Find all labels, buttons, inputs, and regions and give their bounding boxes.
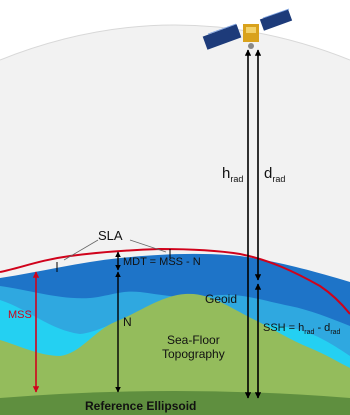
reference-ellipsoid-label: Reference Ellipsoid (85, 399, 196, 413)
orbit-arc-line (0, 24, 350, 61)
sla-leader-left (63, 239, 99, 261)
sea-floor-label-line1: Sea-Floor (167, 333, 220, 347)
reference-ellipsoid-band (0, 391, 350, 415)
d-rad-label: drad (264, 165, 285, 184)
sea-floor-topography (0, 293, 350, 415)
n-label: N (123, 315, 132, 329)
geoid-label: Geoid (205, 292, 237, 306)
h-rad-label: hrad (222, 165, 243, 184)
sla-label: SLA (98, 228, 123, 243)
satellite-icon (202, 8, 293, 50)
mss-label: MSS (8, 309, 32, 321)
mdt-label: MDT = MSS - N (123, 256, 201, 268)
ssh-label: SSH = hrad - drad (263, 322, 341, 336)
sea-floor-label-line2: Topography (162, 347, 225, 361)
sla-leader-right (129, 239, 167, 253)
mss-line (0, 247, 350, 315)
